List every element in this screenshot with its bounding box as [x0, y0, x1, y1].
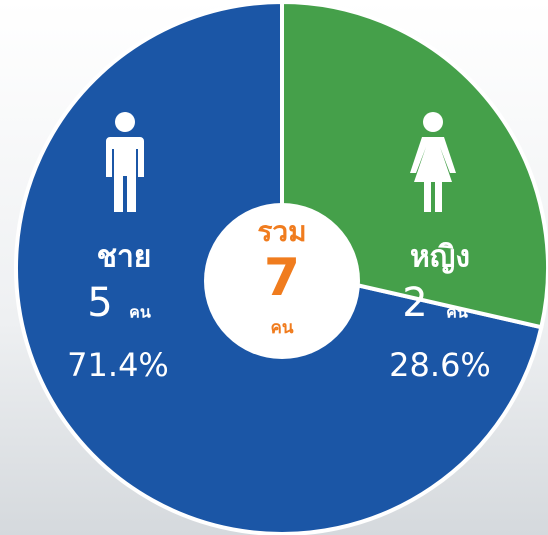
category-label: หญิง	[410, 240, 470, 275]
unit-label: คน	[129, 303, 151, 322]
center-circle	[204, 203, 360, 359]
percent-label: 71.4%	[67, 346, 169, 384]
female-icon	[410, 112, 456, 212]
total-label: รวม	[257, 215, 306, 248]
percent-label: 28.6%	[389, 346, 491, 384]
unit-label: คน	[446, 303, 468, 322]
male-icon	[106, 112, 144, 212]
value-label: 2	[402, 280, 427, 326]
total-unit: คน	[271, 318, 294, 338]
value-label: 5	[87, 280, 112, 326]
category-label: ชาย	[97, 240, 152, 275]
total-value: 7	[264, 248, 300, 308]
